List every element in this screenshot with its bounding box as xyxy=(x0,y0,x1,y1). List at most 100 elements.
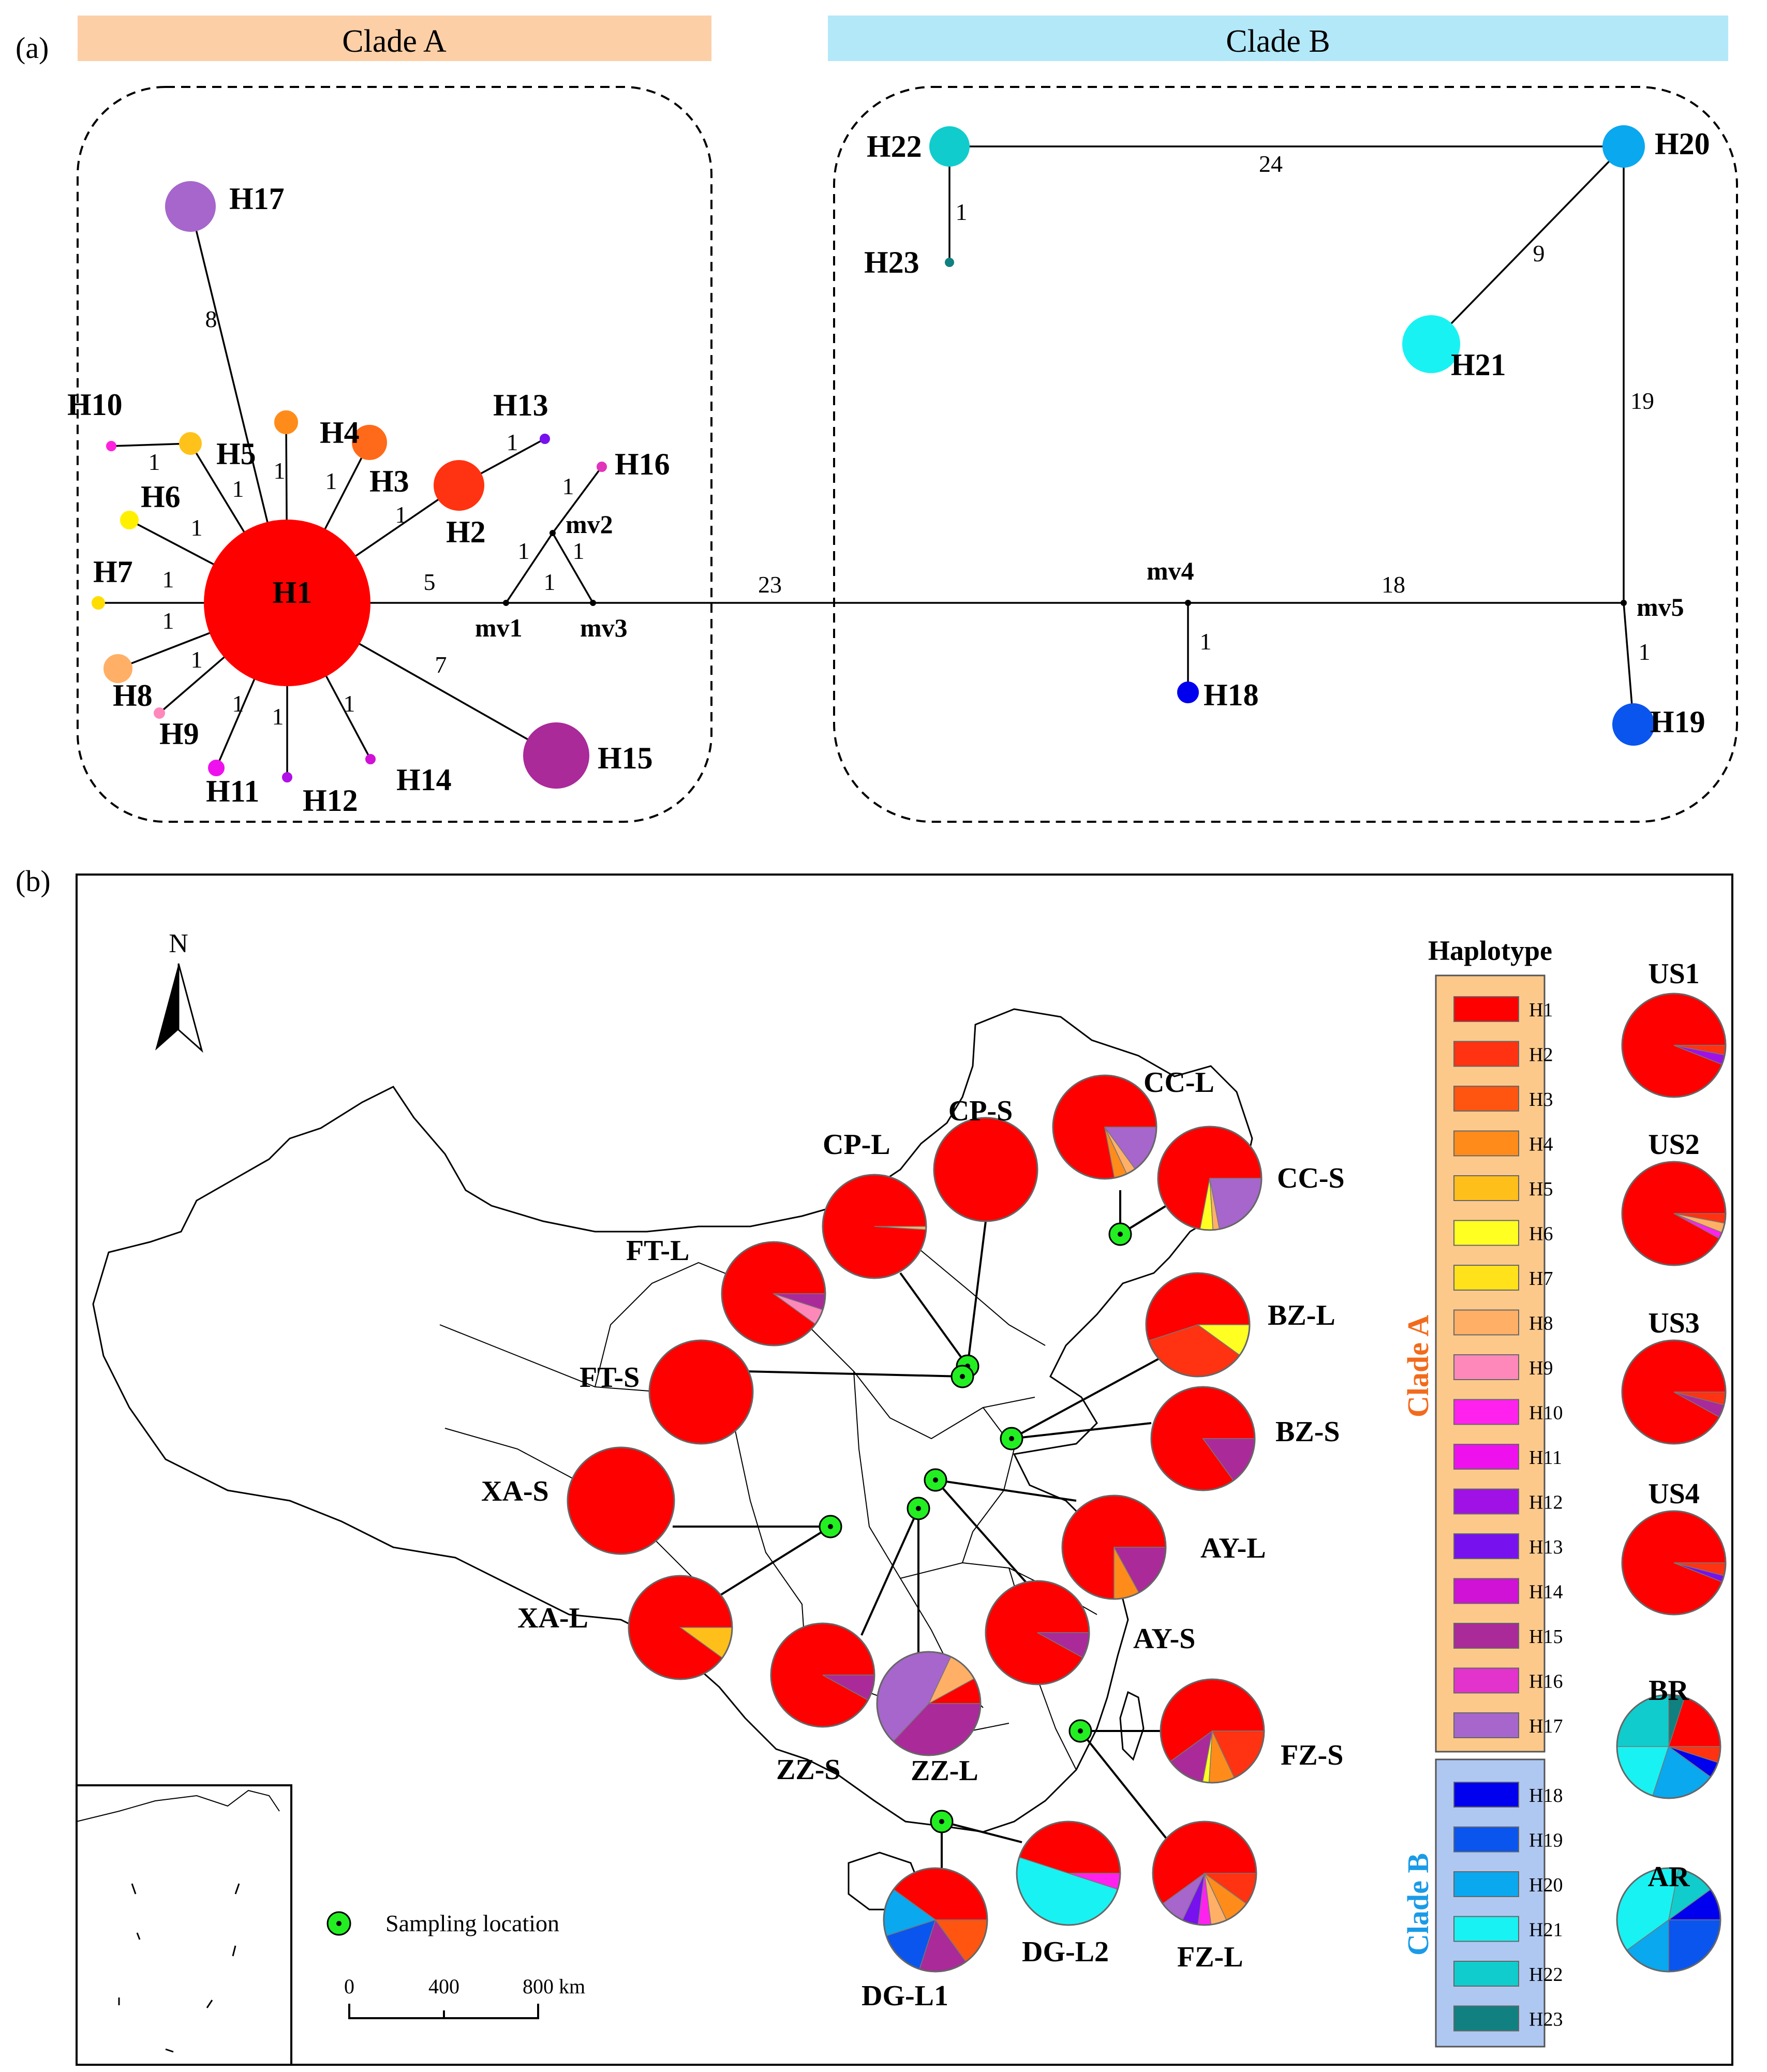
legend-label: H16 xyxy=(1529,1671,1563,1693)
legend-swatch xyxy=(1453,1354,1519,1380)
pie-ft-l[interactable]: FT-L xyxy=(626,1235,826,1346)
pie-bz-s[interactable]: BZ-S xyxy=(1150,1386,1340,1491)
sampling-site-dot xyxy=(1118,1232,1123,1237)
leader-line xyxy=(1011,1355,1165,1440)
node-h8[interactable] xyxy=(103,654,132,683)
sampling-site-dot xyxy=(916,1506,921,1511)
node-h3[interactable] xyxy=(352,425,387,460)
median-vector-label: mv1 xyxy=(475,613,523,642)
north-label: N xyxy=(169,929,188,958)
edge-label: 1 xyxy=(562,473,574,499)
pie-ay-s[interactable]: AY-S xyxy=(985,1580,1195,1685)
node-h20[interactable] xyxy=(1602,125,1645,168)
legend-swatch xyxy=(1453,1041,1519,1067)
pie-cp-l[interactable]: CP-L xyxy=(822,1129,927,1279)
node-label-h4: H4 xyxy=(320,416,360,450)
node-h6[interactable] xyxy=(120,511,139,529)
node-label-h22: H22 xyxy=(867,129,922,164)
node-h17[interactable] xyxy=(165,181,216,232)
legend-swatch xyxy=(1453,1871,1519,1897)
pie-fz-l[interactable]: FZ-L xyxy=(1152,1821,1257,1973)
north-arrow-right xyxy=(177,963,203,1053)
pie-us4[interactable]: US4 xyxy=(1621,1478,1727,1616)
pie-us1[interactable]: US1 xyxy=(1621,958,1727,1098)
median-vector-label: mv3 xyxy=(580,613,628,642)
median-vector-mv3 xyxy=(590,600,596,606)
node-label-h14: H14 xyxy=(396,763,452,797)
node-h22[interactable] xyxy=(929,126,970,167)
pie-label: CP-S xyxy=(948,1095,1013,1127)
node-h15[interactable] xyxy=(523,722,589,789)
pie-ft-s[interactable]: FT-S xyxy=(580,1339,754,1445)
pie-outline xyxy=(1616,1694,1721,1799)
pie-xa-l[interactable]: XA-L xyxy=(517,1575,733,1680)
legend-label: H4 xyxy=(1529,1134,1553,1156)
node-h9[interactable] xyxy=(154,707,165,719)
edge-label: 1 xyxy=(191,646,203,673)
node-h16[interactable] xyxy=(597,462,607,472)
clade-a-header-title: Clade A xyxy=(342,24,447,59)
sampling-site-dot xyxy=(933,1477,938,1483)
pie-us2[interactable]: US2 xyxy=(1621,1129,1727,1266)
clade-a-header: Clade A xyxy=(78,16,711,61)
node-h2[interactable] xyxy=(434,460,484,511)
legend-swatch xyxy=(1453,1916,1519,1942)
node-h5[interactable] xyxy=(179,432,202,455)
legend-item-h11: H11 xyxy=(1453,1444,1562,1470)
node-h21[interactable] xyxy=(1402,315,1460,373)
inset-island xyxy=(136,1932,141,1940)
pie-zz-s[interactable]: ZZ-S xyxy=(770,1622,875,1786)
pie-br[interactable]: BR xyxy=(1616,1675,1721,1799)
legend-item-h17: H17 xyxy=(1453,1712,1563,1738)
scale-label-400: 400 xyxy=(428,1975,459,1998)
legend-swatch xyxy=(1453,1444,1519,1470)
pie-dg-l1[interactable]: DG-L1 xyxy=(862,1867,988,2012)
pie-outline xyxy=(1016,1821,1121,1926)
node-label-h1: H1 xyxy=(273,575,313,610)
pie-zz-l[interactable]: ZZ-L xyxy=(876,1651,982,1787)
node-h1[interactable] xyxy=(204,520,370,686)
pie-cc-l[interactable]: CC-L xyxy=(1052,1067,1214,1180)
legend-label: H2 xyxy=(1529,1044,1553,1066)
pie-ar[interactable]: AR xyxy=(1616,1861,1721,1973)
node-h18[interactable] xyxy=(1177,682,1199,703)
legend-item-h1: H1 xyxy=(1453,996,1553,1022)
legend-item-h15: H15 xyxy=(1453,1623,1563,1649)
sampling-site-dot xyxy=(1009,1436,1014,1441)
leader-line xyxy=(899,1272,969,1367)
legend-item-h19: H19 xyxy=(1453,1826,1563,1853)
node-h10[interactable] xyxy=(106,441,116,451)
node-h4[interactable] xyxy=(274,410,298,434)
pie-outline xyxy=(1616,1867,1721,1973)
pie-label: BZ-L xyxy=(1268,1299,1335,1331)
pie-xa-s[interactable]: XA-S xyxy=(481,1446,675,1555)
edge-label: 9 xyxy=(1533,240,1545,267)
pie-outline xyxy=(1150,1386,1256,1491)
pie-cp-s[interactable]: CP-S xyxy=(933,1095,1038,1222)
clade-a-legend-items: H1 H2 H3 H4 H5 H6 H7 H8 H9 H10 H11 H12 H13 H14 H15 H16 H… xyxy=(1453,996,1563,1738)
pie-fz-s[interactable]: FZ-S xyxy=(1160,1678,1343,1784)
legend-swatch xyxy=(1453,1175,1519,1201)
node-h14[interactable] xyxy=(365,754,376,764)
leader-line xyxy=(1011,1422,1152,1440)
node-h19[interactable] xyxy=(1612,703,1655,746)
scale-label-0: 0 xyxy=(344,1975,354,1998)
node-h23[interactable] xyxy=(945,258,954,267)
edge-label: 1 xyxy=(507,429,518,455)
pie-dg-l2[interactable]: DG-L2 xyxy=(1016,1821,1121,1968)
node-h12[interactable] xyxy=(282,772,292,782)
pie-cc-s[interactable]: CC-S xyxy=(1157,1126,1345,1231)
pie-us3[interactable]: US3 xyxy=(1621,1307,1727,1445)
node-h7[interactable] xyxy=(92,596,105,610)
leader-line xyxy=(713,1526,831,1600)
edge-label: 1 xyxy=(956,199,968,225)
edge-label: 1 xyxy=(518,538,530,564)
pie-outline xyxy=(876,1651,982,1756)
pie-ay-l[interactable]: AY-L xyxy=(1061,1494,1266,1600)
node-h13[interactable] xyxy=(540,434,550,444)
pie-outline xyxy=(1621,1161,1727,1266)
edge-label: 1 xyxy=(232,476,244,502)
scale-label-800: 800 km xyxy=(523,1975,585,1998)
node-h11[interactable] xyxy=(208,760,225,776)
pie-bz-l[interactable]: BZ-L xyxy=(1145,1272,1335,1378)
